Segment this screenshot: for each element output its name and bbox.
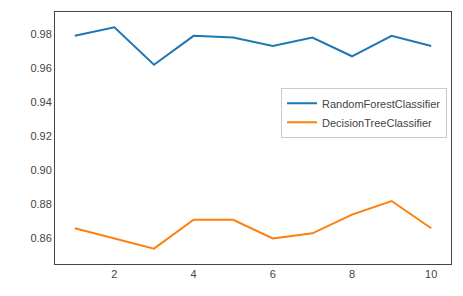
svg-text:RandomForestClassifier: RandomForestClassifier [322, 98, 440, 110]
svg-text:8: 8 [349, 268, 355, 280]
svg-text:0.92: 0.92 [30, 130, 51, 142]
svg-text:0.88: 0.88 [30, 198, 51, 210]
svg-text:0.90: 0.90 [30, 164, 51, 176]
svg-text:0.94: 0.94 [30, 96, 51, 108]
svg-text:0.96: 0.96 [30, 62, 51, 74]
svg-text:6: 6 [270, 268, 276, 280]
svg-text:DecisionTreeClassifier: DecisionTreeClassifier [322, 117, 432, 129]
svg-text:10: 10 [425, 268, 437, 280]
svg-text:4: 4 [191, 268, 197, 280]
svg-text:0.98: 0.98 [30, 28, 51, 40]
svg-text:0.86: 0.86 [30, 232, 51, 244]
svg-text:2: 2 [111, 268, 117, 280]
